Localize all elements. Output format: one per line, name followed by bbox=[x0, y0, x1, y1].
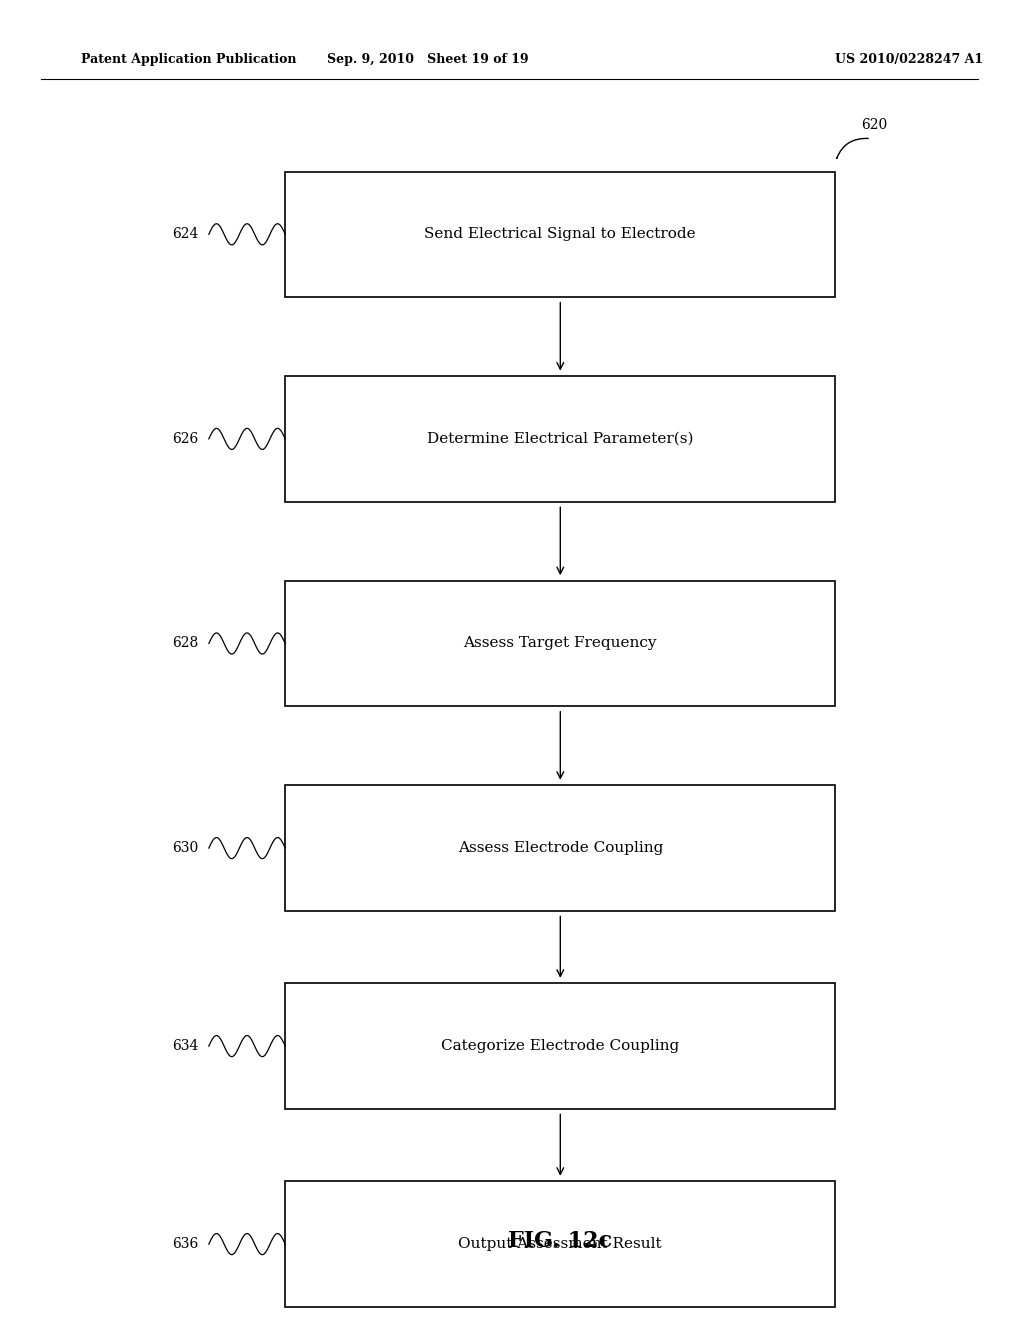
Text: 636: 636 bbox=[172, 1237, 199, 1251]
Text: 620: 620 bbox=[861, 119, 887, 132]
Text: 634: 634 bbox=[172, 1039, 199, 1053]
Text: Sep. 9, 2010   Sheet 19 of 19: Sep. 9, 2010 Sheet 19 of 19 bbox=[327, 53, 528, 66]
Text: Output Assessment Result: Output Assessment Result bbox=[459, 1237, 663, 1251]
Text: Determine Electrical Parameter(s): Determine Electrical Parameter(s) bbox=[427, 432, 693, 446]
Text: 626: 626 bbox=[172, 432, 199, 446]
Text: 630: 630 bbox=[172, 841, 199, 855]
FancyBboxPatch shape bbox=[286, 581, 836, 706]
Text: Patent Application Publication: Patent Application Publication bbox=[82, 53, 297, 66]
FancyBboxPatch shape bbox=[286, 983, 836, 1109]
FancyBboxPatch shape bbox=[286, 172, 836, 297]
Text: 624: 624 bbox=[172, 227, 199, 242]
Text: Categorize Electrode Coupling: Categorize Electrode Coupling bbox=[441, 1039, 679, 1053]
Text: 628: 628 bbox=[172, 636, 199, 651]
Text: Send Electrical Signal to Electrode: Send Electrical Signal to Electrode bbox=[425, 227, 696, 242]
FancyArrowPatch shape bbox=[837, 139, 868, 158]
FancyBboxPatch shape bbox=[286, 376, 836, 502]
FancyBboxPatch shape bbox=[286, 1181, 836, 1307]
FancyBboxPatch shape bbox=[286, 785, 836, 911]
Text: FIG. 12c: FIG. 12c bbox=[508, 1230, 612, 1251]
Text: Assess Electrode Coupling: Assess Electrode Coupling bbox=[458, 841, 663, 855]
Text: Assess Target Frequency: Assess Target Frequency bbox=[464, 636, 657, 651]
Text: US 2010/0228247 A1: US 2010/0228247 A1 bbox=[836, 53, 983, 66]
